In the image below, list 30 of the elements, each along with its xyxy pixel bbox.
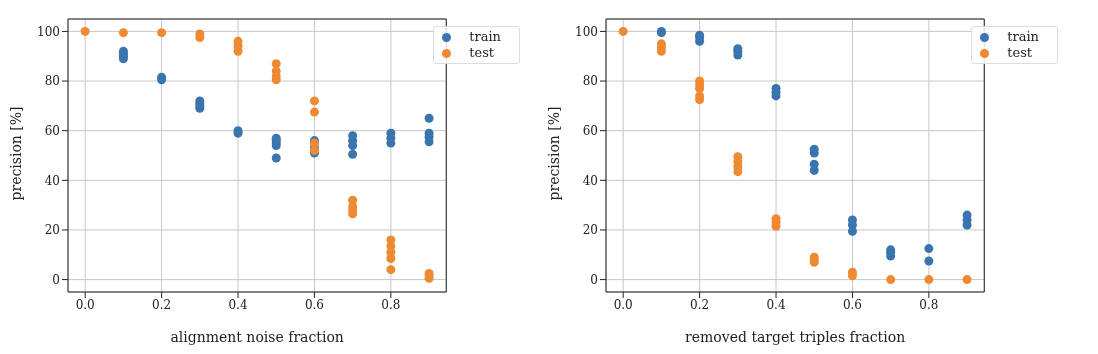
y-tick-label: 80 (44, 74, 60, 89)
x-tick-label: 0.6 (842, 297, 862, 312)
y-tick-label: 20 (44, 223, 60, 238)
y-axis-title: precision [%] (545, 106, 562, 201)
x-tick-label: 0.0 (613, 297, 633, 312)
legend-label: test (1007, 45, 1033, 60)
x-tick-label: 0.8 (919, 297, 939, 312)
x-tick-label: 0.0 (75, 297, 95, 312)
legend-label: test (469, 45, 495, 60)
x-axis-title: alignment noise fraction (170, 329, 344, 345)
x-tick-label: 0.2 (690, 297, 710, 312)
x-tick-label: 0.4 (228, 297, 248, 312)
y-tick-label: 40 (44, 173, 60, 188)
legend-label: train (469, 29, 501, 44)
x-tick-label: 0.4 (766, 297, 786, 312)
x-tick-label: 0.2 (152, 297, 172, 312)
legend-label: train (1007, 29, 1039, 44)
y-tick-label: 20 (582, 223, 598, 238)
x-tick-label: 0.8 (381, 297, 401, 312)
y-tick-label: 60 (582, 123, 598, 138)
y-tick-label: 0 (52, 272, 60, 287)
y-tick-label: 60 (44, 123, 60, 138)
y-tick-label: 40 (582, 173, 598, 188)
x-axis-title: removed target triples fraction (685, 329, 906, 345)
y-axis-title: precision [%] (7, 106, 24, 201)
y-tick-label: 80 (582, 74, 598, 89)
y-tick-label: 100 (37, 24, 60, 39)
y-tick-label: 0 (590, 272, 598, 287)
y-tick-label: 100 (575, 24, 598, 39)
x-tick-label: 0.6 (304, 297, 324, 312)
